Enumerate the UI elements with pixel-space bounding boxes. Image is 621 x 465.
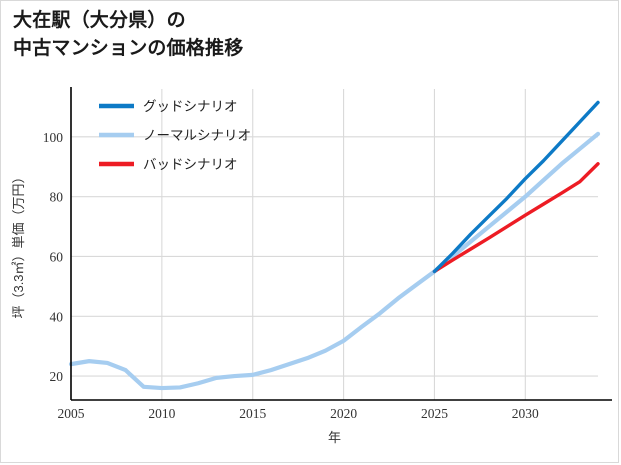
x-tick-label: 2030 (512, 406, 539, 421)
y-tick-label: 100 (43, 130, 64, 145)
legend-label-normal: ノーマルシナリオ (143, 128, 251, 143)
x-axis-title: 年 (328, 430, 341, 445)
legend-label-good: グッドシナリオ (143, 99, 238, 114)
x-tick-label: 2015 (239, 406, 266, 421)
x-tick-label: 2010 (148, 406, 175, 421)
y-tick-label: 60 (50, 249, 64, 264)
x-tick-label: 2020 (330, 406, 357, 421)
x-axis-tick-labels: 2005 2010 2015 2020 2025 2030 (58, 406, 540, 421)
y-tick-label: 20 (50, 369, 64, 384)
grid-lines (70, 89, 598, 400)
y-axis-title: 坪（3.3㎡）単価（万円） (11, 170, 26, 318)
x-tick-label: 2025 (421, 406, 448, 421)
page-title: 大在駅（大分県）の 中古マンションの価格推移 (13, 10, 244, 59)
series-lines (68, 100, 601, 391)
legend-label-bad: バッドシナリオ (143, 157, 238, 172)
y-tick-label: 80 (50, 190, 64, 205)
x-tick-label: 2005 (58, 406, 85, 421)
y-axis-tick-labels: 20 40 60 80 100 (43, 130, 64, 384)
axis-lines (70, 87, 612, 401)
y-tick-label: 40 (50, 309, 64, 324)
